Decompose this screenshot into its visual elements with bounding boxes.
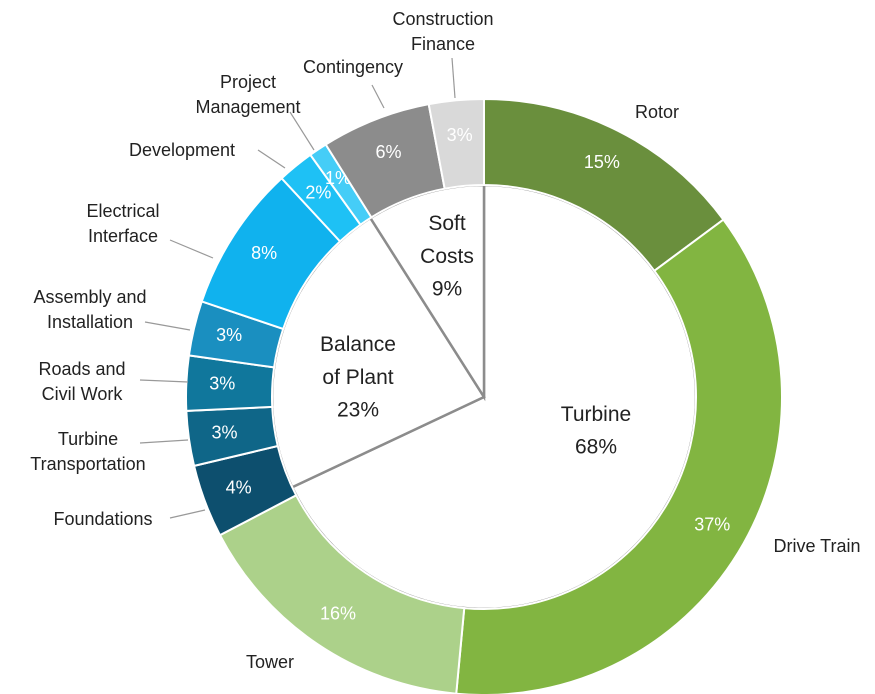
group-label: Balance of Plant	[320, 333, 396, 389]
category-label: Drive Train	[773, 536, 860, 556]
value-label: 16%	[320, 603, 356, 623]
value-label: 6%	[375, 142, 401, 162]
category-label: Construction Finance	[392, 9, 493, 54]
category-label: Roads and Civil Work	[38, 359, 125, 404]
value-label: 15%	[584, 152, 620, 172]
leader-line	[144, 321, 191, 331]
category-label: Foundations	[53, 509, 152, 529]
value-label: 8%	[251, 243, 277, 263]
value-label: 2%	[305, 183, 331, 203]
category-label: Development	[129, 140, 235, 160]
value-label: 3%	[212, 422, 238, 442]
leader-line	[169, 239, 214, 259]
value-label: 37%	[694, 514, 730, 534]
leader-line	[371, 84, 385, 109]
category-label: Assembly and Installation	[33, 287, 146, 332]
category-label: Project Management	[195, 72, 300, 117]
ring-segment	[455, 218, 783, 694]
group-label: Turbine	[561, 403, 631, 426]
group-label: Soft Costs	[420, 212, 474, 268]
value-label: 4%	[226, 477, 252, 497]
category-label: Turbine Transportation	[30, 429, 145, 474]
value-label: 3%	[209, 374, 235, 394]
leader-line	[139, 379, 189, 383]
leader-line	[257, 149, 286, 169]
value-label: 3%	[447, 125, 473, 145]
category-label: Tower	[246, 652, 294, 672]
group-value-label: 23%	[337, 399, 379, 422]
ring-segment	[427, 97, 485, 190]
category-label: Contingency	[303, 57, 403, 77]
value-label: 3%	[216, 325, 242, 345]
leader-line	[139, 439, 189, 444]
group-value-label: 68%	[575, 436, 617, 459]
leader-line	[289, 111, 315, 151]
group-value-label: 9%	[432, 278, 462, 301]
category-label: Rotor	[635, 102, 679, 122]
category-label: Electrical Interface	[86, 201, 159, 246]
leader-line	[451, 57, 456, 99]
leader-line	[169, 509, 206, 519]
